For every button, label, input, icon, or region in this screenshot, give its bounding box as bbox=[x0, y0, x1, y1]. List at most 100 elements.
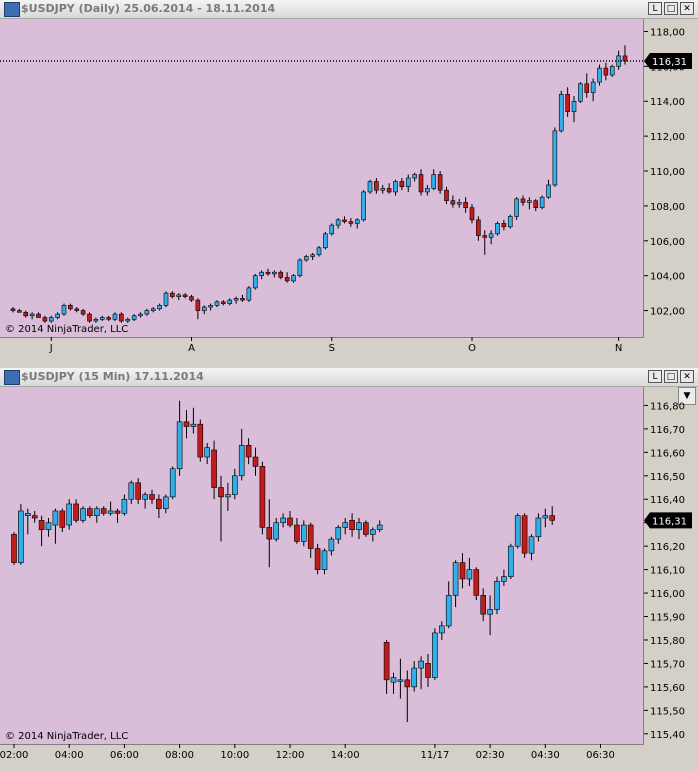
candle-body bbox=[106, 317, 111, 320]
candle-body bbox=[42, 317, 48, 322]
maximize-button[interactable]: □ bbox=[664, 370, 678, 383]
daily-candlestick-chart[interactable]: 102,00 104,00 106,00 108,00 110,00 112,00 114,… bbox=[0, 19, 698, 364]
intraday-chart-window: $USDJPY (15 Min) 17.11.2014 L □ ✕ ▼ 115,… bbox=[0, 368, 698, 772]
candle-body bbox=[112, 313, 118, 320]
intraday-candle bbox=[494, 576, 500, 615]
candle-body bbox=[445, 595, 452, 627]
daily-candle bbox=[463, 197, 468, 213]
candle-body bbox=[349, 520, 355, 531]
daily-candle bbox=[571, 96, 577, 123]
candle-body bbox=[245, 444, 252, 458]
intraday-candle bbox=[66, 499, 72, 530]
intraday-copyright: © 2014 NinjaTrader, LLC bbox=[5, 731, 128, 742]
daily-candle bbox=[119, 312, 124, 323]
daily-candle bbox=[425, 184, 430, 196]
daily-candle bbox=[609, 64, 615, 77]
intraday-chart-titlebar[interactable]: $USDJPY (15 Min) 17.11.2014 L □ ✕ bbox=[0, 368, 698, 387]
intraday-candle bbox=[238, 428, 245, 481]
candle-body bbox=[272, 271, 277, 275]
intraday-y-tick-label: 116,40 bbox=[650, 495, 685, 506]
intraday-candle bbox=[438, 621, 445, 640]
link-button[interactable]: L bbox=[648, 370, 662, 383]
chevron-down-icon[interactable]: ▼ bbox=[678, 387, 696, 405]
daily-copyright: © 2014 NinjaTrader, LLC bbox=[5, 324, 128, 335]
candle-body bbox=[218, 487, 224, 498]
candle-body bbox=[24, 513, 31, 516]
intraday-chart-title: $USDJPY (15 Min) 17.11.2014 bbox=[21, 370, 204, 383]
candle-body bbox=[252, 456, 259, 467]
candle-body bbox=[11, 534, 17, 563]
intraday-candle bbox=[135, 478, 141, 504]
candle-body bbox=[189, 296, 194, 301]
candle-body bbox=[36, 313, 41, 318]
candle-body bbox=[425, 663, 431, 678]
candle-body bbox=[163, 292, 169, 306]
intraday-candle bbox=[335, 525, 342, 544]
daily-candle bbox=[163, 291, 169, 308]
candle-body bbox=[469, 207, 475, 221]
daily-candle bbox=[565, 87, 570, 117]
candle-body bbox=[342, 522, 349, 528]
candle-body bbox=[107, 510, 114, 514]
daily-x-tick-label: S bbox=[329, 343, 335, 354]
close-button[interactable]: ✕ bbox=[680, 370, 694, 383]
intraday-candle bbox=[294, 518, 300, 544]
daily-candle bbox=[227, 298, 233, 306]
candle-body bbox=[437, 174, 443, 191]
daily-chart-titlebar[interactable]: $USDJPY (Daily) 25.06.2014 - 18.11.2014 … bbox=[0, 0, 698, 19]
close-button[interactable]: ✕ bbox=[680, 2, 694, 15]
intraday-candle bbox=[176, 400, 183, 476]
candle-body bbox=[487, 609, 493, 615]
daily-candle bbox=[144, 308, 150, 316]
candle-body bbox=[501, 223, 507, 228]
intraday-candlestick-chart[interactable]: 115,40 115,50 115,60 115,70 115,80 115,90 116,… bbox=[0, 387, 698, 772]
intraday-y-tick-label: 116,70 bbox=[650, 425, 685, 436]
candle-body bbox=[342, 219, 347, 222]
candle-body bbox=[310, 254, 315, 257]
daily-candle bbox=[374, 178, 379, 194]
intraday-candle bbox=[521, 513, 528, 558]
candle-body bbox=[418, 174, 424, 193]
daily-candle bbox=[412, 172, 417, 182]
candle-body bbox=[456, 202, 462, 205]
candle-body bbox=[356, 522, 362, 531]
link-button[interactable]: L bbox=[648, 2, 662, 15]
daily-candle bbox=[93, 317, 99, 323]
intraday-candle bbox=[94, 506, 100, 523]
intraday-candle bbox=[100, 506, 107, 516]
intraday-x-tick-label: 02:30 bbox=[476, 750, 505, 761]
daily-candle bbox=[233, 296, 239, 304]
candle-body bbox=[565, 93, 570, 113]
candle-body bbox=[80, 310, 86, 315]
candle-body bbox=[297, 259, 303, 276]
candle-body bbox=[501, 576, 507, 582]
intraday-candle bbox=[38, 515, 45, 547]
candle-body bbox=[18, 510, 24, 563]
candle-body bbox=[549, 515, 556, 521]
intraday-x-tick-label: 02:00 bbox=[0, 750, 28, 761]
candle-body bbox=[221, 301, 226, 304]
intraday-candle bbox=[225, 482, 231, 511]
maximize-button[interactable]: □ bbox=[664, 2, 678, 15]
candle-body bbox=[190, 423, 197, 427]
daily-candle bbox=[252, 273, 258, 290]
daily-candle bbox=[590, 78, 596, 102]
daily-x-tick-label: N bbox=[615, 343, 622, 354]
intraday-candle bbox=[349, 513, 355, 537]
intraday-candle bbox=[87, 506, 93, 519]
candle-body bbox=[144, 310, 150, 315]
candle-body bbox=[170, 292, 175, 297]
intraday-candle bbox=[411, 661, 418, 692]
intraday-x-tick-label: 06:00 bbox=[110, 750, 139, 761]
candle-body bbox=[29, 313, 35, 317]
intraday-candle bbox=[73, 499, 79, 523]
daily-candle bbox=[182, 293, 188, 299]
daily-candle bbox=[393, 179, 398, 196]
intraday-candle bbox=[59, 508, 66, 533]
candle-body bbox=[438, 625, 445, 634]
candle-body bbox=[59, 510, 66, 528]
intraday-candle bbox=[31, 510, 38, 523]
candle-body bbox=[361, 191, 366, 221]
intraday-candle bbox=[501, 569, 507, 587]
daily-window-buttons: L □ ✕ bbox=[648, 2, 694, 15]
